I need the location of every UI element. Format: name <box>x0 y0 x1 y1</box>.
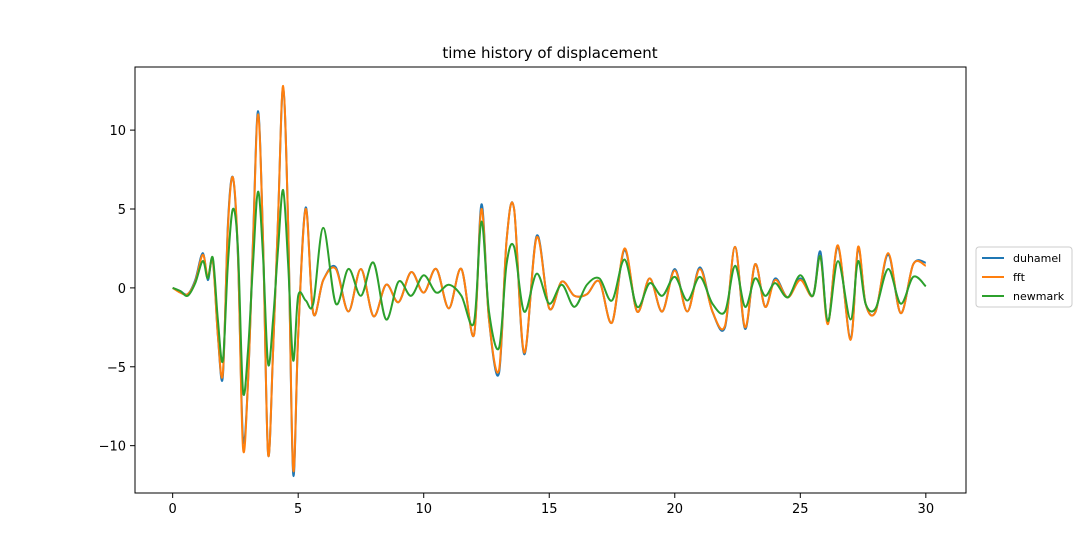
series-layer <box>172 84 927 478</box>
x-tick-label: 0 <box>169 502 177 517</box>
series-line-newmark <box>172 189 927 396</box>
chart-title: time history of displacement <box>442 44 657 62</box>
axes-frame <box>134 66 967 494</box>
y-tick-label: 5 <box>118 203 126 218</box>
series-line-fft <box>172 84 927 473</box>
y-tick-label: −5 <box>107 361 126 376</box>
x-tick-label: 20 <box>667 502 684 517</box>
legend: duhamel fft newmark <box>975 246 1073 308</box>
x-tick-label: 15 <box>541 502 558 517</box>
y-axis: −10 −5 0 5 10 <box>99 124 135 455</box>
plot-area <box>134 66 967 494</box>
legend-box <box>975 246 1073 308</box>
x-tick-label: 10 <box>415 502 432 517</box>
x-tick-label: 5 <box>294 502 302 517</box>
x-tick-label: 25 <box>792 502 809 517</box>
legend-label-duhamel: duhamel <box>1013 252 1061 265</box>
legend-label-fft: fft <box>1013 271 1026 284</box>
y-tick-label: 10 <box>109 124 126 139</box>
legend-label-newmark: newmark <box>1013 290 1065 303</box>
x-tick-label: 30 <box>918 502 935 517</box>
y-tick-label: 0 <box>118 282 126 297</box>
x-axis: 0 5 10 15 20 25 30 <box>169 493 935 517</box>
y-tick-label: −10 <box>99 440 126 455</box>
